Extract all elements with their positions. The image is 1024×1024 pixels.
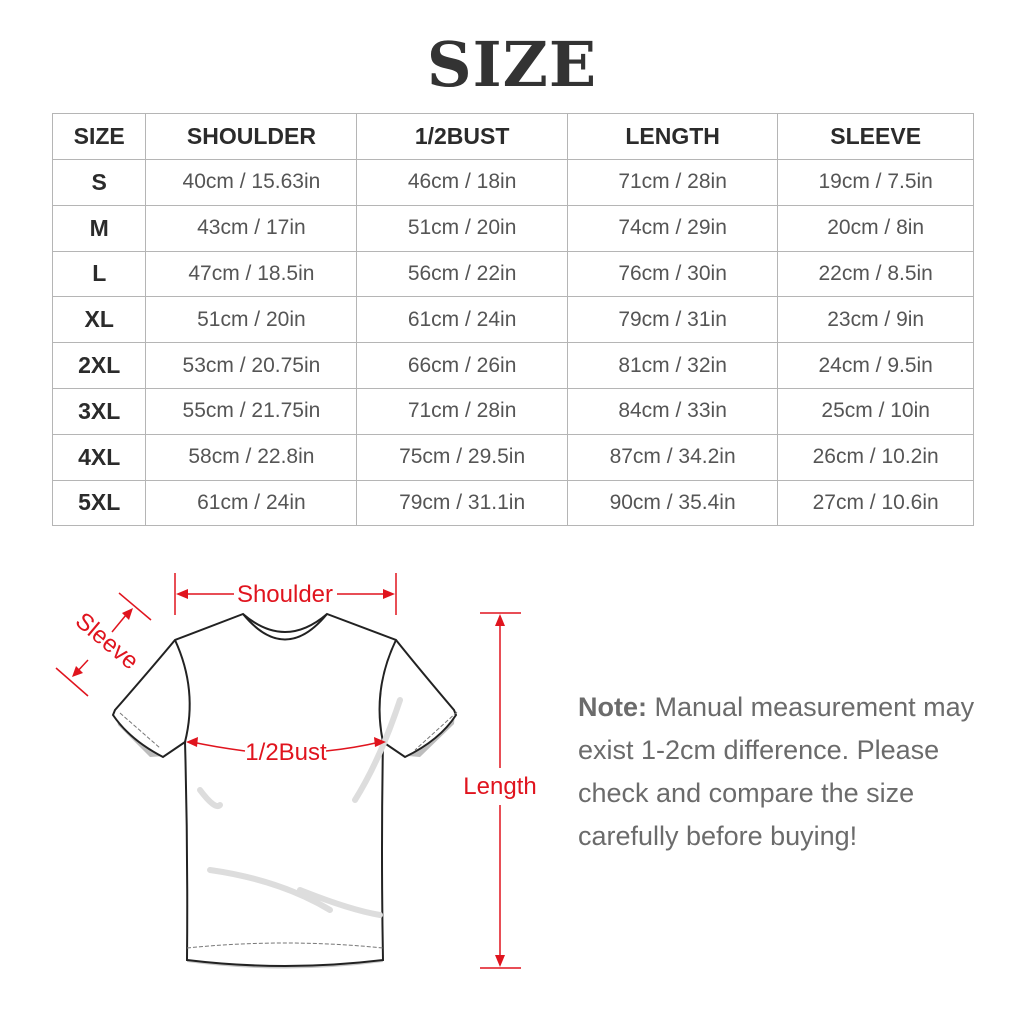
- measurement-cell: 55cm / 21.75in: [145, 387, 358, 435]
- table-row: L 47cm / 18.5in 56cm / 22in 76cm / 30in 22cm…: [51, 250, 974, 298]
- column-header: SIZE: [51, 113, 147, 160]
- note-label: Note:: [578, 692, 647, 722]
- column-header: LENGTH: [566, 113, 779, 160]
- measurement-lines: [55, 573, 521, 969]
- table-row: S 40cm / 15.63in 46cm / 18in 71cm / 28in 19c…: [51, 159, 974, 206]
- measurement-cell: 25cm / 10in: [777, 387, 974, 435]
- sleeve-label: Sleeve: [70, 607, 144, 675]
- measurement-cell: 74cm / 29in: [566, 204, 779, 252]
- measurement-cell: 40cm / 15.63in: [145, 159, 358, 206]
- measurement-cell: 79cm / 31.1in: [356, 479, 568, 527]
- measurement-cell: 23cm / 9in: [777, 296, 974, 344]
- size-cell: S: [51, 159, 147, 206]
- measurement-cell: 51cm / 20in: [145, 296, 358, 344]
- measurement-cell: 46cm / 18in: [356, 159, 568, 206]
- measurement-cell: 79cm / 31in: [566, 296, 779, 344]
- table-row: 4XL 58cm / 22.8in 75cm / 29.5in 87cm / 34.2…: [51, 433, 974, 481]
- size-cell: L: [51, 250, 147, 298]
- measurement-cell: 27cm / 10.6in: [777, 479, 974, 527]
- bust-label: 1/2Bust: [245, 739, 327, 766]
- table-row: M 43cm / 17in 51cm / 20in 74cm / 29in 20cm /…: [51, 204, 974, 252]
- page-title: SIZE: [426, 28, 598, 101]
- table-header-row: SIZE SHOULDER 1/2BUST LENGTH SLEEVE: [51, 113, 974, 160]
- length-label: Length: [463, 773, 536, 800]
- measurement-cell: 90cm / 35.4in: [566, 479, 779, 527]
- measurement-cell: 87cm / 34.2in: [566, 433, 779, 481]
- size-cell: XL: [51, 296, 147, 344]
- table-row: 3XL 55cm / 21.75in 71cm / 28in 84cm / 33in 2…: [51, 387, 974, 435]
- table-row: 2XL 53cm / 20.75in 66cm / 26in 81cm / 32in 2…: [51, 342, 974, 389]
- measurement-cell: 22cm / 8.5in: [777, 250, 974, 298]
- measurement-cell: 71cm / 28in: [356, 387, 568, 435]
- size-table: SIZE SHOULDER 1/2BUST LENGTH SLEEVE S 40cm / …: [51, 113, 974, 527]
- measurement-cell: 84cm / 33in: [566, 387, 779, 435]
- measurement-cell: 81cm / 32in: [566, 342, 779, 389]
- table-row: 5XL 61cm / 24in 79cm / 31.1in 90cm / 35.4in…: [51, 479, 974, 527]
- measurement-cell: 58cm / 22.8in: [145, 433, 358, 481]
- measurement-cell: 56cm / 22in: [356, 250, 568, 298]
- measurement-cell: 51cm / 20in: [356, 204, 568, 252]
- measurement-cell: 75cm / 29.5in: [356, 433, 568, 481]
- size-cell: M: [51, 204, 147, 252]
- table-row: XL 51cm / 20in 61cm / 24in 79cm / 31in 23cm …: [51, 296, 974, 344]
- measurement-cell: 20cm / 8in: [777, 204, 974, 252]
- measurement-cell: 66cm / 26in: [356, 342, 568, 389]
- size-cell: 2XL: [51, 342, 147, 389]
- measurement-cell: 47cm / 18.5in: [145, 250, 358, 298]
- measurement-cell: 43cm / 17in: [145, 204, 358, 252]
- tshirt-illustration: [111, 612, 458, 969]
- column-header: SHOULDER: [145, 113, 358, 160]
- size-cell: 3XL: [51, 387, 147, 435]
- measurement-cell: 76cm / 30in: [566, 250, 779, 298]
- size-cell: 4XL: [51, 433, 147, 481]
- shoulder-label: Shoulder: [237, 581, 333, 608]
- measurement-cell: 24cm / 9.5in: [777, 342, 974, 389]
- measurement-cell: 26cm / 10.2in: [777, 433, 974, 481]
- measurement-cell: 71cm / 28in: [566, 159, 779, 206]
- measurement-cell: 61cm / 24in: [145, 479, 358, 527]
- measurement-note: Note: Manual measurement may exist 1-2cm…: [578, 686, 998, 858]
- column-header: 1/2BUST: [356, 113, 568, 160]
- note-text: Manual measurement may exist 1-2cm diffe…: [578, 692, 975, 851]
- measurement-cell: 53cm / 20.75in: [145, 342, 358, 389]
- size-cell: 5XL: [51, 479, 147, 527]
- measurement-cell: 19cm / 7.5in: [777, 159, 974, 206]
- column-header: SLEEVE: [777, 113, 974, 160]
